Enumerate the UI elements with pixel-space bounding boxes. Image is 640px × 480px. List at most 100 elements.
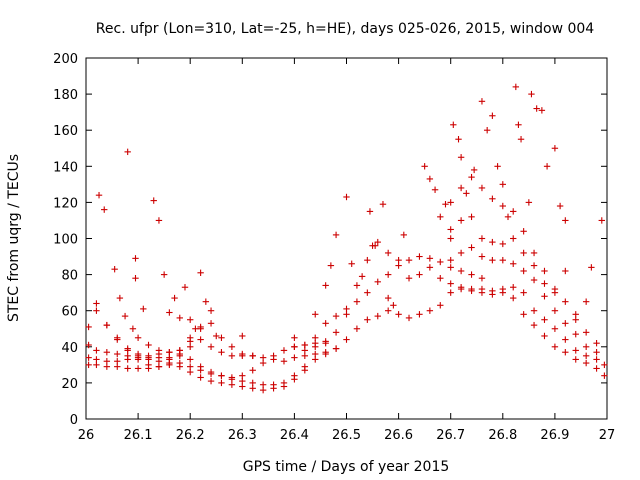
data-point <box>343 193 350 201</box>
data-point <box>322 338 329 345</box>
data-point <box>101 206 108 213</box>
data-point <box>572 316 579 323</box>
data-point <box>447 256 454 264</box>
data-point <box>197 269 204 276</box>
data-point <box>85 354 92 361</box>
data-point <box>176 347 183 354</box>
data-point <box>371 242 379 249</box>
data-point <box>312 356 319 363</box>
data-point <box>426 175 434 183</box>
data-point <box>301 367 309 374</box>
data-point <box>405 314 413 322</box>
data-point <box>103 349 111 356</box>
data-point <box>437 275 444 282</box>
data-point <box>510 294 517 302</box>
data-point <box>207 343 215 350</box>
data-point <box>150 197 157 204</box>
data-point <box>601 372 608 379</box>
data-point <box>499 202 506 210</box>
data-point <box>327 262 335 269</box>
data-point <box>520 289 527 296</box>
data-point <box>145 361 152 369</box>
data-point <box>405 256 413 264</box>
data-point <box>572 311 579 318</box>
data-point <box>353 325 361 332</box>
data-point <box>280 358 288 365</box>
y-axis-ticks: 0 20 40 60 80 100 120 140 160 180 200 <box>53 52 607 428</box>
y-tick-label: 100 <box>53 233 78 248</box>
data-point <box>489 238 496 246</box>
data-point <box>562 320 569 327</box>
data-point <box>525 199 533 206</box>
x-tick-label: 26.3 <box>228 428 257 443</box>
data-point <box>520 249 527 257</box>
data-point <box>379 201 387 208</box>
data-point <box>489 195 496 202</box>
data-point <box>218 349 225 356</box>
data-point <box>228 374 236 381</box>
data-point <box>562 349 569 356</box>
data-point <box>358 273 366 280</box>
data-point <box>187 338 194 345</box>
data-point <box>510 235 517 242</box>
data-point <box>239 372 246 379</box>
data-point <box>450 121 457 128</box>
data-point <box>124 345 131 352</box>
data-point <box>468 285 475 293</box>
data-point <box>160 271 168 278</box>
data-point <box>601 361 608 369</box>
data-point <box>343 305 350 313</box>
data-point <box>103 363 111 370</box>
data-point <box>176 314 183 322</box>
data-point <box>114 336 121 343</box>
data-point <box>218 334 225 341</box>
data-point <box>176 352 183 360</box>
data-point <box>249 379 256 387</box>
data-point <box>426 255 434 262</box>
data-point <box>572 347 579 354</box>
data-point <box>457 249 465 257</box>
data-point <box>291 376 298 383</box>
x-tick-label: 26.8 <box>488 428 517 443</box>
data-point <box>121 312 129 320</box>
data-point <box>593 349 600 356</box>
data-point <box>176 359 183 367</box>
data-point <box>416 253 423 260</box>
data-point <box>588 264 595 271</box>
data-point <box>207 320 215 327</box>
data-point <box>374 238 381 246</box>
data-point <box>312 311 319 318</box>
data-point <box>187 343 194 350</box>
data-point <box>364 289 371 296</box>
data-point <box>437 302 444 309</box>
data-point <box>197 374 204 381</box>
data-point <box>530 276 538 284</box>
data-point <box>93 300 100 307</box>
data-point <box>593 339 600 347</box>
data-point <box>134 365 142 372</box>
x-tick-label: 26.2 <box>176 428 205 443</box>
x-tick-label: 27 <box>599 428 616 443</box>
data-point <box>93 347 100 354</box>
data-point <box>197 367 204 374</box>
data-point <box>447 280 454 287</box>
x-tick-label: 26.6 <box>384 428 413 443</box>
data-point <box>478 275 486 282</box>
data-point <box>533 105 540 112</box>
data-point <box>447 289 454 296</box>
data-point <box>517 136 525 143</box>
y-tick-label: 180 <box>53 88 78 103</box>
data-point <box>312 343 319 350</box>
data-point <box>551 325 559 332</box>
data-point <box>145 356 152 363</box>
data-point <box>291 354 298 361</box>
data-point <box>572 330 579 338</box>
data-point <box>478 235 486 242</box>
data-point <box>239 350 246 358</box>
x-tick-label: 26.1 <box>124 428 153 443</box>
data-point <box>520 267 527 275</box>
data-point <box>228 343 236 350</box>
data-point <box>312 350 319 358</box>
data-point <box>400 231 408 239</box>
data-point <box>455 136 462 143</box>
